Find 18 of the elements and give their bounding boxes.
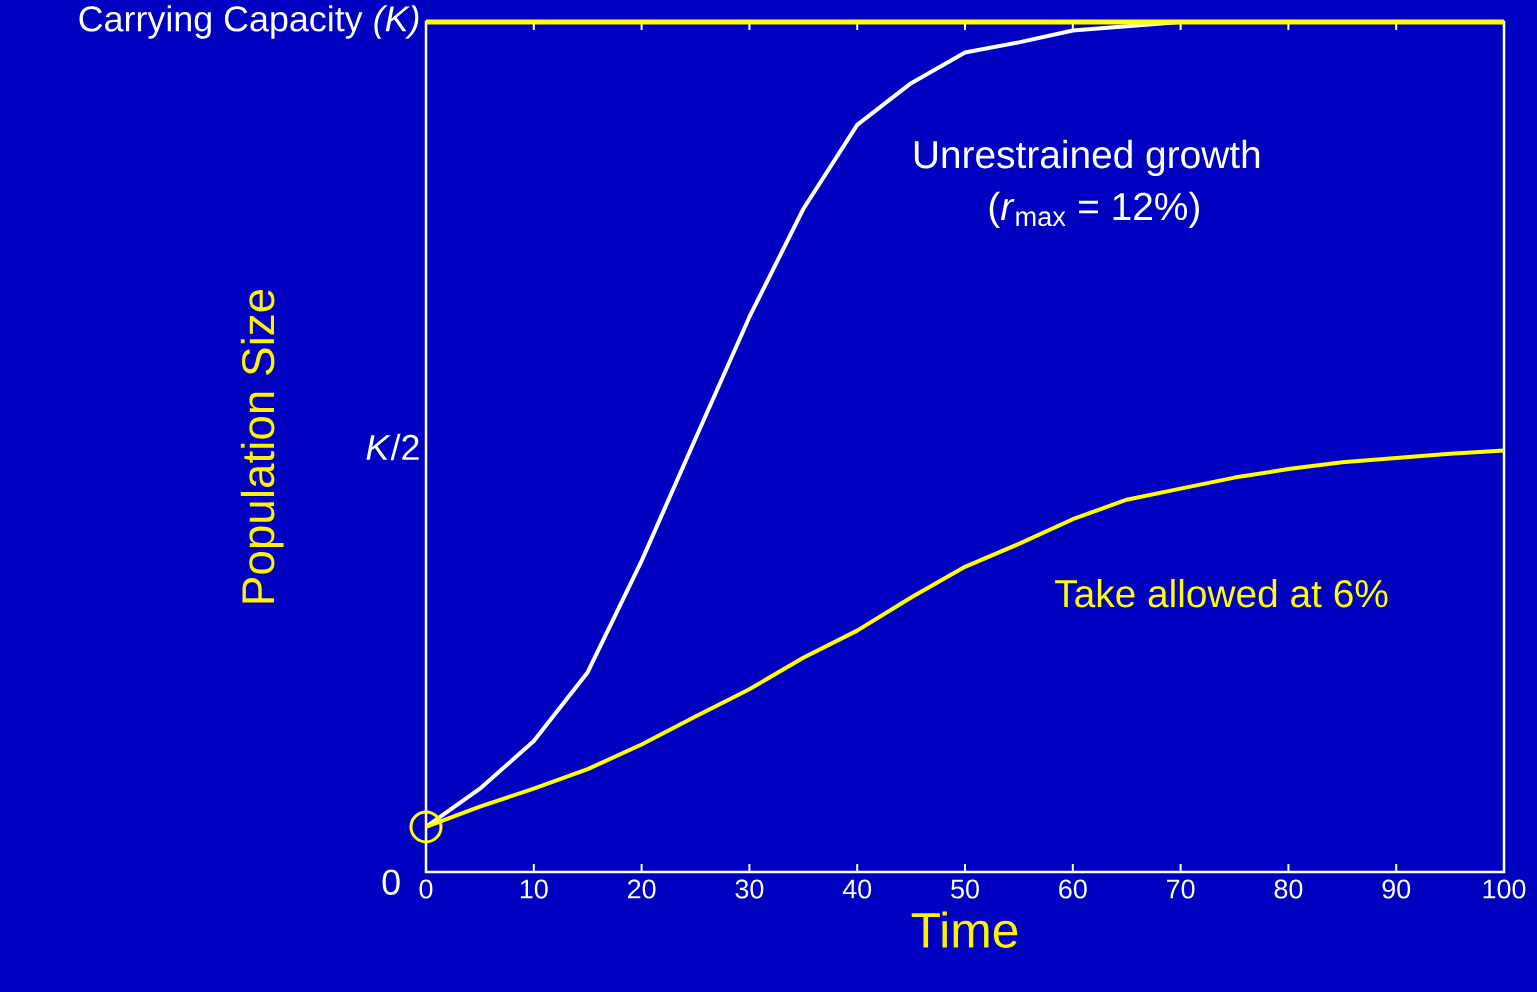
x-tick-label: 0 — [419, 879, 433, 899]
x-axis-title: Time — [911, 911, 1018, 948]
annotation: Unrestrained growth — [914, 139, 1260, 177]
x-tick-label: 80 — [1274, 879, 1303, 899]
x-tick-label: 30 — [735, 879, 764, 899]
text: Carrying Capacity (K) — [79, 5, 419, 39]
text: K/2 — [366, 433, 419, 461]
annotation: Take allowed at 6% — [1055, 578, 1388, 608]
y-axis-title: Population Size — [240, 289, 284, 603]
x-tick-label: 100 — [1483, 879, 1526, 899]
x-tick-label: 60 — [1059, 879, 1087, 899]
x-tick-label: 20 — [628, 879, 656, 899]
x-tick-label: 40 — [842, 879, 872, 899]
x-tick-label: 70 — [1167, 879, 1195, 899]
x-tick-label: 50 — [951, 879, 979, 899]
x-tick-label: 90 — [1382, 879, 1411, 899]
x-tick-label: 10 — [520, 879, 548, 899]
annotation: (r$_{max}$ = 12%) — [989, 191, 1199, 228]
